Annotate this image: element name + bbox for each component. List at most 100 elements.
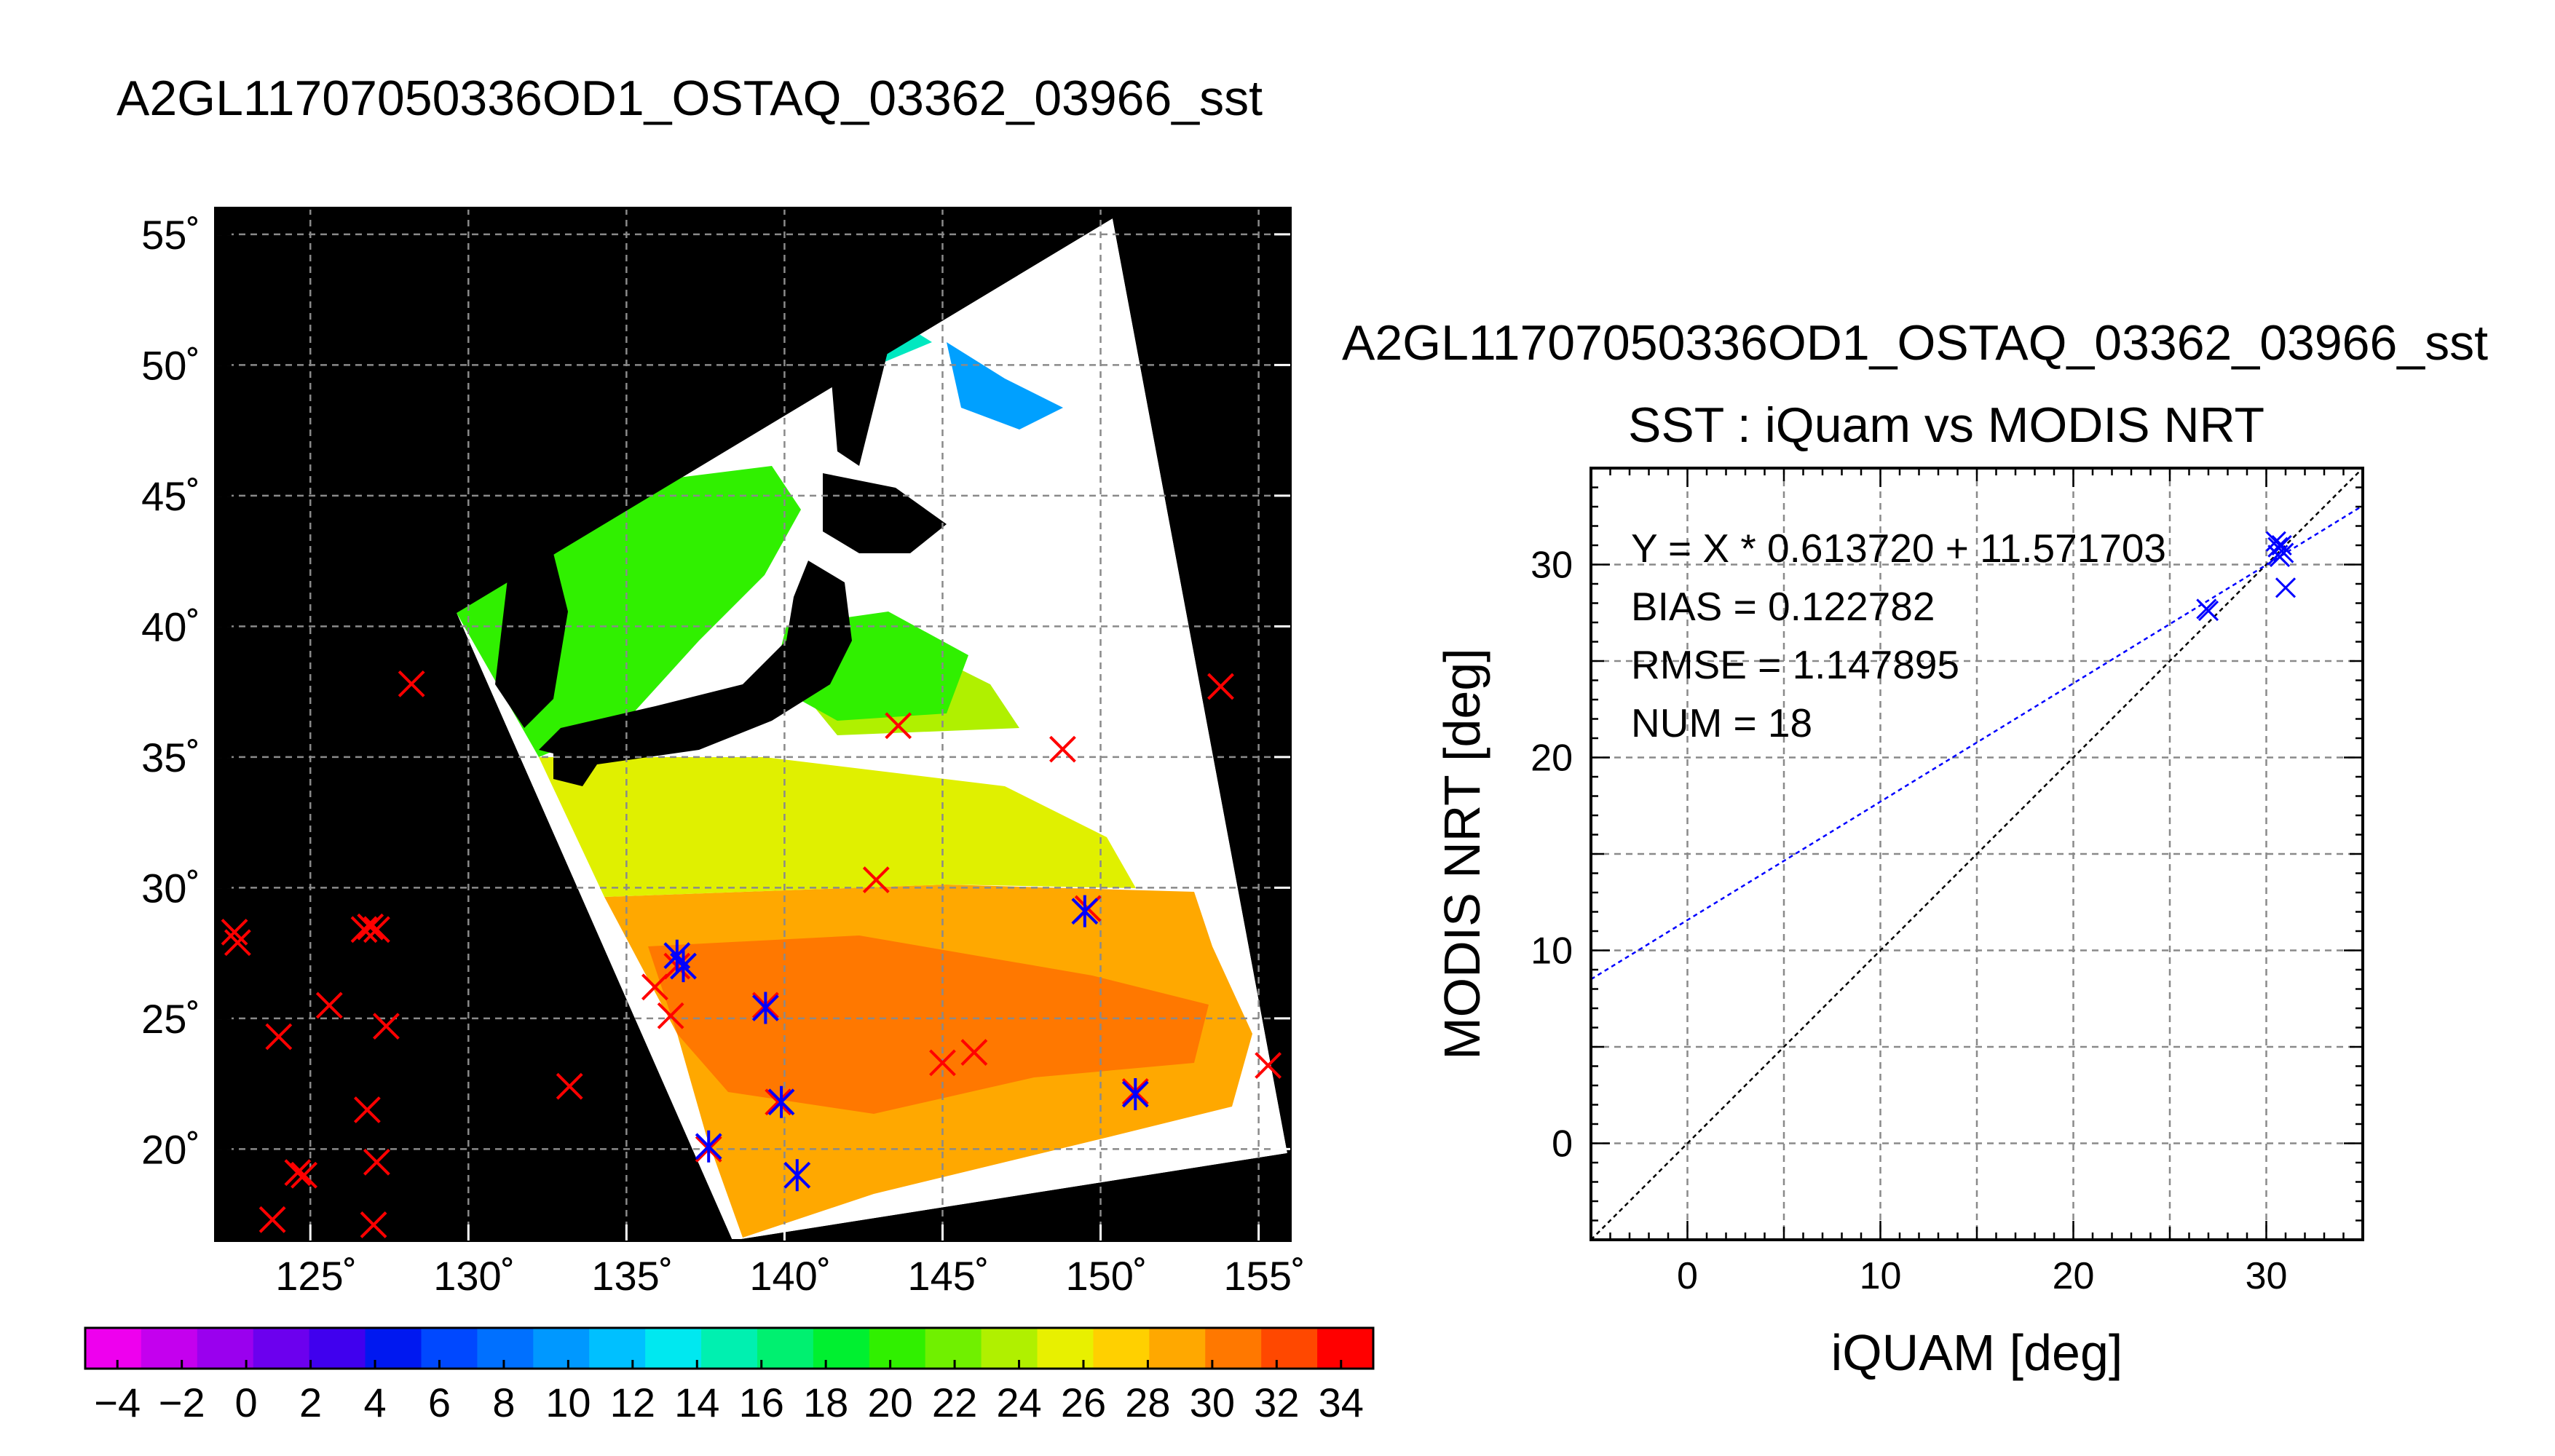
colorbar-tick-label: 18	[803, 1380, 848, 1425]
x-tick-label: 0	[1677, 1255, 1698, 1297]
map-tick-labels: 55˚ 50˚ 45˚ 40˚ 35˚ 30˚ 25˚ 20˚ 125˚ 130˚ 135˚ 140˚…	[141, 212, 1306, 1299]
one-to-one-line	[1591, 468, 2363, 1240]
colorbar-tick-label: 12	[610, 1380, 655, 1425]
lon-tick-label: 130˚	[433, 1253, 515, 1299]
red-marker	[862, 866, 890, 894]
red-marker	[363, 1148, 390, 1176]
blue-marker	[1071, 895, 1099, 927]
colorbar-tick-label: 20	[867, 1380, 912, 1425]
red-marker	[929, 1049, 956, 1077]
land-korea	[495, 553, 568, 728]
red-marker	[960, 1039, 988, 1066]
colorbar-segment	[1037, 1328, 1094, 1369]
lon-tick-label: 155˚	[1224, 1253, 1306, 1299]
fit-equation-annotation: Y = X * 0.613720 + 11.571703	[1631, 526, 2166, 571]
scatter-grid	[1591, 468, 2363, 1240]
red-marker	[221, 918, 248, 946]
y-tick-label: 0	[1552, 1123, 1573, 1166]
colorbar-tick-label: 0	[235, 1380, 258, 1425]
lon-tick-label: 140˚	[749, 1253, 831, 1299]
colorbar-segment	[1149, 1328, 1206, 1369]
colorbar-segment	[365, 1328, 422, 1369]
scatter-points	[2196, 531, 2297, 622]
red-marker	[315, 992, 343, 1019]
map-ticks	[216, 233, 1290, 1241]
colorbar-tick-label: 28	[1125, 1380, 1170, 1425]
colorbar-tick-label: 16	[739, 1380, 784, 1425]
scatter-subtitle: SST : iQuam vs MODIS NRT	[1628, 397, 2265, 453]
scatter-point	[2197, 601, 2219, 622]
blue-marker	[767, 1085, 795, 1118]
scatter-title: A2GL11707050336OD1_OSTAQ_03362_03966_sst	[1342, 315, 2488, 371]
land-hokkaido	[823, 473, 947, 553]
red-marker	[1255, 1052, 1282, 1079]
colorbar-tick-label: 26	[1061, 1380, 1106, 1425]
colorbar-segment	[1317, 1328, 1374, 1369]
colorbar	[84, 1326, 1375, 1370]
colorbar-segment	[1205, 1328, 1262, 1369]
map-border	[214, 207, 1292, 1242]
red-marker	[363, 916, 390, 943]
colorbar-tick-label: −2	[159, 1380, 205, 1425]
colorbar-tick-label: 6	[428, 1380, 451, 1425]
blue-marker	[695, 1130, 722, 1163]
red-marker	[350, 916, 378, 943]
colorbar-segment	[1093, 1328, 1150, 1369]
lon-tick-label: 150˚	[1065, 1253, 1147, 1299]
rmse-annotation: RMSE = 1.147895	[1631, 642, 1959, 687]
colorbar-tick-label: 24	[996, 1380, 1041, 1425]
red-marker	[1049, 735, 1076, 763]
lat-tick-label: 55˚	[141, 212, 200, 258]
swath-left-mask	[216, 208, 1113, 1241]
x-tick-label: 20	[2053, 1255, 2095, 1297]
blue-marker	[1121, 1077, 1149, 1110]
scatter-point	[2273, 542, 2294, 563]
land-honshu	[539, 561, 852, 764]
colorbar-tick-label: 32	[1254, 1380, 1299, 1425]
colorbar-tick-label: 8	[492, 1380, 515, 1425]
y-tick-label: 30	[1531, 545, 1573, 587]
red-marker	[360, 1211, 387, 1238]
y-tick-label: 20	[1531, 737, 1573, 780]
map-title: A2GL11707050336OD1_OSTAQ_03362_03966_sst	[117, 71, 1263, 126]
colorbar-tick-label: −4	[94, 1380, 141, 1425]
map-markers	[221, 670, 1282, 1238]
colorbar-tick-label: 34	[1319, 1380, 1364, 1425]
y-tick-label: 10	[1531, 930, 1573, 973]
red-marker	[265, 1023, 293, 1051]
colorbar-segment	[309, 1328, 366, 1369]
colorbar-tick-label: 10	[545, 1380, 591, 1425]
colorbar-tick-label: 22	[932, 1380, 977, 1425]
scatter-ticks	[1590, 467, 2364, 1241]
colorbar-segment	[701, 1328, 758, 1369]
colorbar-segment	[477, 1328, 534, 1369]
colorbar-segment	[645, 1328, 702, 1369]
red-marker	[357, 913, 384, 941]
blue-marker	[670, 950, 697, 983]
lat-tick-label: 20˚	[141, 1126, 200, 1172]
red-marker	[556, 1072, 583, 1100]
fit-line	[1591, 505, 2363, 981]
colorbar-tick-label: 4	[363, 1380, 386, 1425]
land-kyushu	[553, 743, 597, 786]
red-marker	[657, 1002, 684, 1029]
colorbar-segment	[1261, 1328, 1318, 1369]
lon-tick-label: 125˚	[275, 1253, 357, 1299]
red-marker	[641, 973, 668, 1001]
lat-tick-label: 30˚	[141, 865, 200, 911]
y-axis-label: MODIS NRT [deg]	[1434, 648, 1490, 1059]
red-marker	[291, 1161, 317, 1189]
colorbar-labels: −4 −2 0 2 4 6 8 10 12 14 16 18 20 22 24 26 28 30 32 34	[94, 1380, 1364, 1425]
scatter-lines	[1591, 468, 2363, 1240]
x-tick-label: 30	[2246, 1255, 2288, 1297]
red-marker	[373, 1013, 400, 1040]
sst-field	[216, 208, 1290, 1241]
colorbar-tick-label: 30	[1190, 1380, 1235, 1425]
red-marker	[885, 712, 912, 740]
sst-yellow-band	[539, 757, 1136, 897]
red-marker	[398, 670, 425, 697]
blue-marker	[783, 1159, 811, 1192]
scatter-tick-labels: 0 10 20 30 0 10 20 30	[1531, 545, 2287, 1298]
colorbar-segment	[85, 1328, 142, 1369]
